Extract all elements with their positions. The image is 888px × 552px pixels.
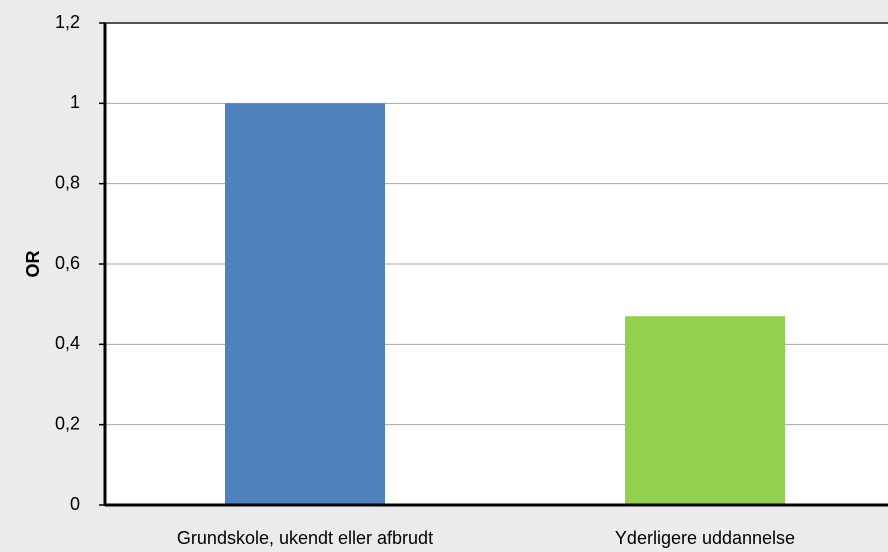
y-tick-label: 1,2 (55, 12, 80, 32)
y-tick-label: 0,6 (55, 253, 80, 273)
y-tick-label: 1 (70, 92, 80, 112)
y-axis-label: OR (23, 250, 43, 277)
y-tick-label: 0,2 (55, 413, 80, 433)
x-tick-label: Grundskole, ukendt eller afbrudt (177, 528, 433, 548)
y-tick-label: 0,8 (55, 172, 80, 192)
y-tick-label: 0 (70, 494, 80, 514)
bar (225, 103, 385, 505)
y-tick-label: 0,4 (55, 333, 80, 353)
bar (625, 316, 785, 505)
x-tick-label: Yderligere uddannelse (615, 528, 795, 548)
